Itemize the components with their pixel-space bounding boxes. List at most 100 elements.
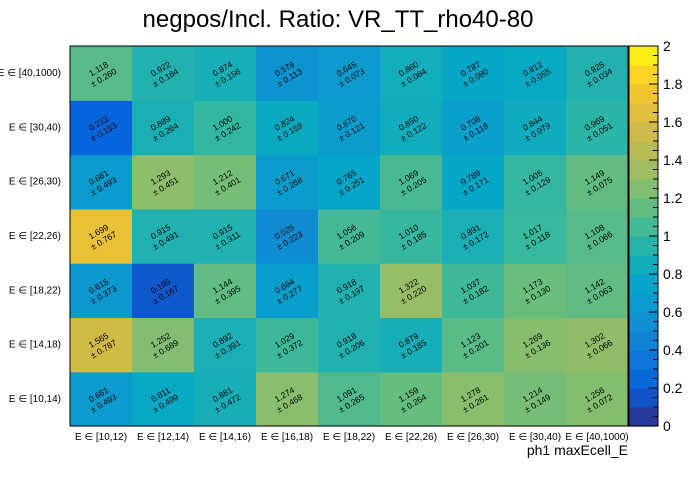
colorbar-tick-label: 1.4	[663, 152, 683, 168]
heatmap-cell	[566, 46, 629, 101]
colorbar-band	[629, 350, 658, 370]
colorbar-band	[629, 369, 658, 389]
heatmap-cell	[256, 154, 319, 210]
y-tick-label: E ∈ [40,1000)	[0, 68, 61, 79]
heatmap-cell	[318, 100, 381, 156]
heatmap-cell	[504, 100, 567, 156]
heatmap-cell	[132, 100, 195, 156]
x-tick-label: E ∈ [18,22)	[323, 432, 375, 443]
colorbar-band	[629, 160, 658, 180]
heatmap-cell	[256, 317, 319, 373]
heatmap-cell	[380, 154, 443, 210]
colorbar-tick-label: 2	[663, 38, 671, 54]
y-tick-label: E ∈ [26,30)	[9, 177, 61, 188]
x-tick-label: E ∈ [26,30)	[447, 432, 499, 443]
x-tick-label: E ∈ [10,12)	[75, 432, 127, 443]
colorbar-tick-label: 0	[663, 418, 671, 434]
heatmap-cell	[318, 208, 381, 264]
heatmap-cell	[318, 154, 381, 210]
colorbar-band	[629, 388, 658, 408]
y-tick-label: E ∈ [18,22)	[9, 285, 61, 296]
colorbar-band	[629, 103, 658, 123]
colorbar-band	[629, 255, 658, 275]
heatmap-cell	[70, 46, 133, 101]
heatmap-cell	[318, 317, 381, 373]
y-tick-label: E ∈ [30,40)	[9, 122, 61, 133]
colorbar-band	[629, 407, 658, 427]
colorbar-band	[629, 236, 658, 256]
heatmap-cell	[380, 100, 443, 156]
heatmap-cell	[194, 154, 257, 210]
heatmap-cell	[256, 100, 319, 156]
colorbar-band	[629, 274, 658, 294]
heatmap-cell	[442, 46, 505, 101]
heatmap-cell	[566, 263, 629, 319]
colorbar-tick-label: 0.6	[663, 304, 683, 320]
heatmap-cell	[70, 263, 133, 319]
heatmap-cell	[70, 317, 133, 373]
heatmap-cell	[318, 46, 381, 101]
heatmap-cell	[194, 208, 257, 264]
x-tick-label: E ∈ [12,14)	[137, 432, 189, 443]
x-tick-label: E ∈ [16,18)	[261, 432, 313, 443]
heatmap-cell	[442, 100, 505, 156]
heatmap-cell	[504, 317, 567, 373]
colorbar-tick-label: 0.8	[663, 266, 683, 282]
colorbar-band	[629, 198, 658, 218]
heatmap-cell	[132, 208, 195, 264]
heatmap-cell	[442, 154, 505, 210]
colorbar-band	[629, 331, 658, 351]
heatmap-cell	[504, 208, 567, 264]
heatmap-cell	[70, 100, 133, 156]
colorbar-tick-label: 1.8	[663, 76, 683, 92]
heatmap-cell	[566, 154, 629, 210]
x-tick-label: E ∈ [30,40)	[509, 432, 561, 443]
heatmap-cell	[504, 263, 567, 319]
heatmap-cell	[318, 371, 381, 427]
heatmap-cell	[504, 371, 567, 427]
heatmap-cell	[504, 154, 567, 210]
y-tick-label: E ∈ [14,18)	[9, 340, 61, 351]
colorbar-band	[629, 46, 658, 66]
colorbar-band	[629, 293, 658, 313]
y-tick-label: E ∈ [10,14)	[9, 394, 61, 405]
cells-layer	[70, 46, 629, 427]
heatmap-cell	[194, 263, 257, 319]
heatmap-cell	[194, 100, 257, 156]
heatmap-cell	[194, 371, 257, 427]
plot-frame	[69, 45, 629, 427]
x-tick-label: E ∈ [40,1000)	[565, 432, 628, 443]
colorbar-band	[629, 141, 658, 161]
heatmap-cell	[194, 46, 257, 101]
x-tick-label: E ∈ [14,16)	[199, 432, 251, 443]
heatmap-cell	[132, 263, 195, 319]
axes-layer: E ∈ [10,12) E ∈ [12,14) E ∈ [14,16) E ∈ [16…	[0, 68, 629, 443]
heatmap-cell	[442, 208, 505, 264]
x-tick-label: E ∈ [22,26)	[385, 432, 437, 443]
heatmap-cell	[256, 46, 319, 101]
colorbar-band	[629, 84, 658, 104]
heatmap-cell	[132, 154, 195, 210]
heatmap-cell	[256, 208, 319, 264]
heatmap-cell	[566, 208, 629, 264]
heatmap-cell	[380, 46, 443, 101]
x-axis-label: ph1 maxEcell_E	[527, 442, 628, 458]
heatmap-cell	[70, 208, 133, 264]
colorbar-tick-label: 1.2	[663, 190, 683, 206]
colorbar-band	[629, 179, 658, 199]
heatmap-cell	[504, 46, 567, 101]
colorbar-band	[629, 65, 658, 85]
heatmap-cell	[256, 371, 319, 427]
y-tick-label: E ∈ [22,26)	[9, 231, 61, 242]
colorbar-tick-label: 0.2	[663, 380, 683, 396]
chart-title: negpos/Incl. Ratio: VR_TT_rho40-80	[143, 6, 534, 33]
heatmap-cell	[380, 263, 443, 319]
heatmap-cell	[442, 263, 505, 319]
colorbar-band	[629, 312, 658, 332]
colorbar-band	[629, 122, 658, 142]
heatmap-cell	[256, 263, 319, 319]
colorbar-tick-label: 0.4	[663, 342, 683, 358]
heatmap-cell	[566, 100, 629, 156]
